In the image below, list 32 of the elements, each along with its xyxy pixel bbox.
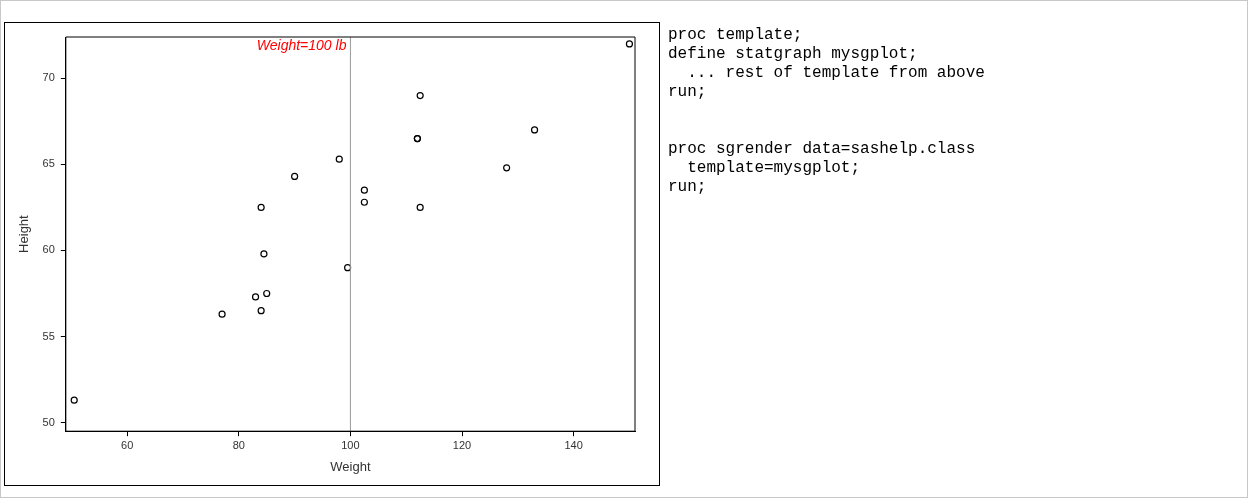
- y-tick-label: 50: [42, 415, 55, 428]
- point: [70, 396, 78, 404]
- point: [530, 126, 539, 134]
- point: [291, 172, 299, 181]
- point: [360, 186, 368, 194]
- point: [263, 289, 271, 298]
- x-axis-title: Weight: [330, 458, 371, 474]
- y-tick-label: 55: [42, 329, 55, 342]
- point: [335, 155, 343, 163]
- point: [344, 264, 352, 272]
- point: [260, 250, 268, 258]
- point: [360, 198, 368, 206]
- x-tick-label: 100: [341, 438, 360, 451]
- x-tick-label: 80: [232, 438, 245, 451]
- point: [416, 203, 424, 212]
- point: [218, 310, 226, 318]
- text: proc template; define statgraph mysgplot; ... rest of template from above run;: [668, 26, 986, 102]
- x-tick-label: 140: [564, 438, 583, 451]
- ref-line-label: Weight=100 lb: [256, 36, 347, 53]
- y-tick-label: 70: [42, 71, 55, 84]
- x-tick-label: 120: [452, 438, 472, 451]
- point: [257, 203, 265, 212]
- point: [251, 293, 260, 301]
- y-tick-label: 65: [42, 157, 55, 170]
- point: [503, 164, 511, 172]
- y-axis-title: Height: [16, 214, 32, 253]
- point: [625, 40, 634, 48]
- y-tick-label: 60: [42, 243, 55, 256]
- point: [257, 307, 265, 315]
- point: [416, 91, 424, 100]
- text: proc sgrender data=sashelp.class template=mysgplot; run;: [668, 140, 977, 197]
- x-tick-label: 60: [121, 438, 134, 451]
